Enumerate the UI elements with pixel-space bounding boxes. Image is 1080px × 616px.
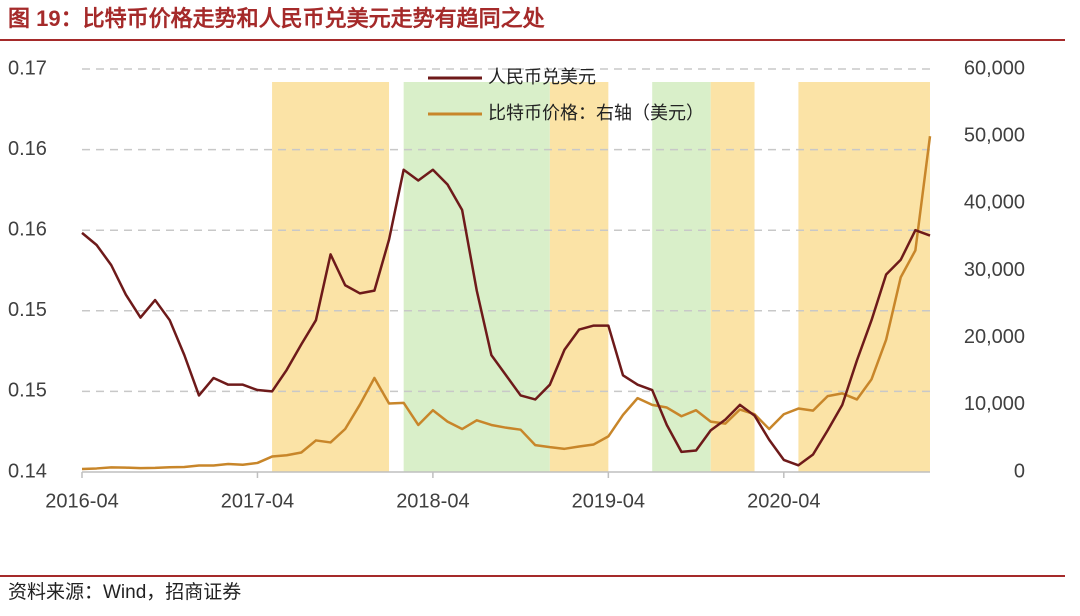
shaded-period [798,82,930,472]
source: 资料来源：Wind，招商证券 [8,581,241,603]
legend-label: 比特币价格：右轴（美元） [488,103,704,123]
chart-title: 图 19：比特币价格走势和人民币兑美元走势有趋同之处 [8,6,545,31]
y2-tick-label: 40,000 [964,192,1025,214]
y2-tick-label: 30,000 [964,259,1025,281]
x-tick-label: 2018-04 [396,490,469,512]
y-tick-label: 0.16 [8,138,47,160]
y-tick-label: 0.15 [8,380,47,402]
y-tick-label: 0.16 [8,218,47,240]
y-tick-label: 0.15 [8,299,47,321]
shaded-period [549,82,609,472]
shaded-period [403,82,550,472]
y-tick-label: 0.17 [8,57,47,79]
x-tick-label: 2020-04 [747,490,820,512]
series-line [81,168,931,467]
y2-tick-label: 60,000 [964,57,1025,79]
x-tick-label: 2017-04 [221,490,294,512]
shaded-period [710,82,755,472]
x-tick-label: 2019-04 [572,490,645,512]
y-tick-label: 0.14 [8,460,47,482]
y2-tick-label: 20,000 [964,326,1025,348]
legend-label: 人民币兑美元 [488,67,596,87]
x-tick-label: 2016-04 [45,490,118,512]
shaded-period [272,82,390,472]
y2-tick-label: 50,000 [964,124,1025,146]
y2-tick-label: 0 [1014,460,1025,482]
series-line [81,136,932,471]
y2-tick-label: 10,000 [964,393,1025,415]
